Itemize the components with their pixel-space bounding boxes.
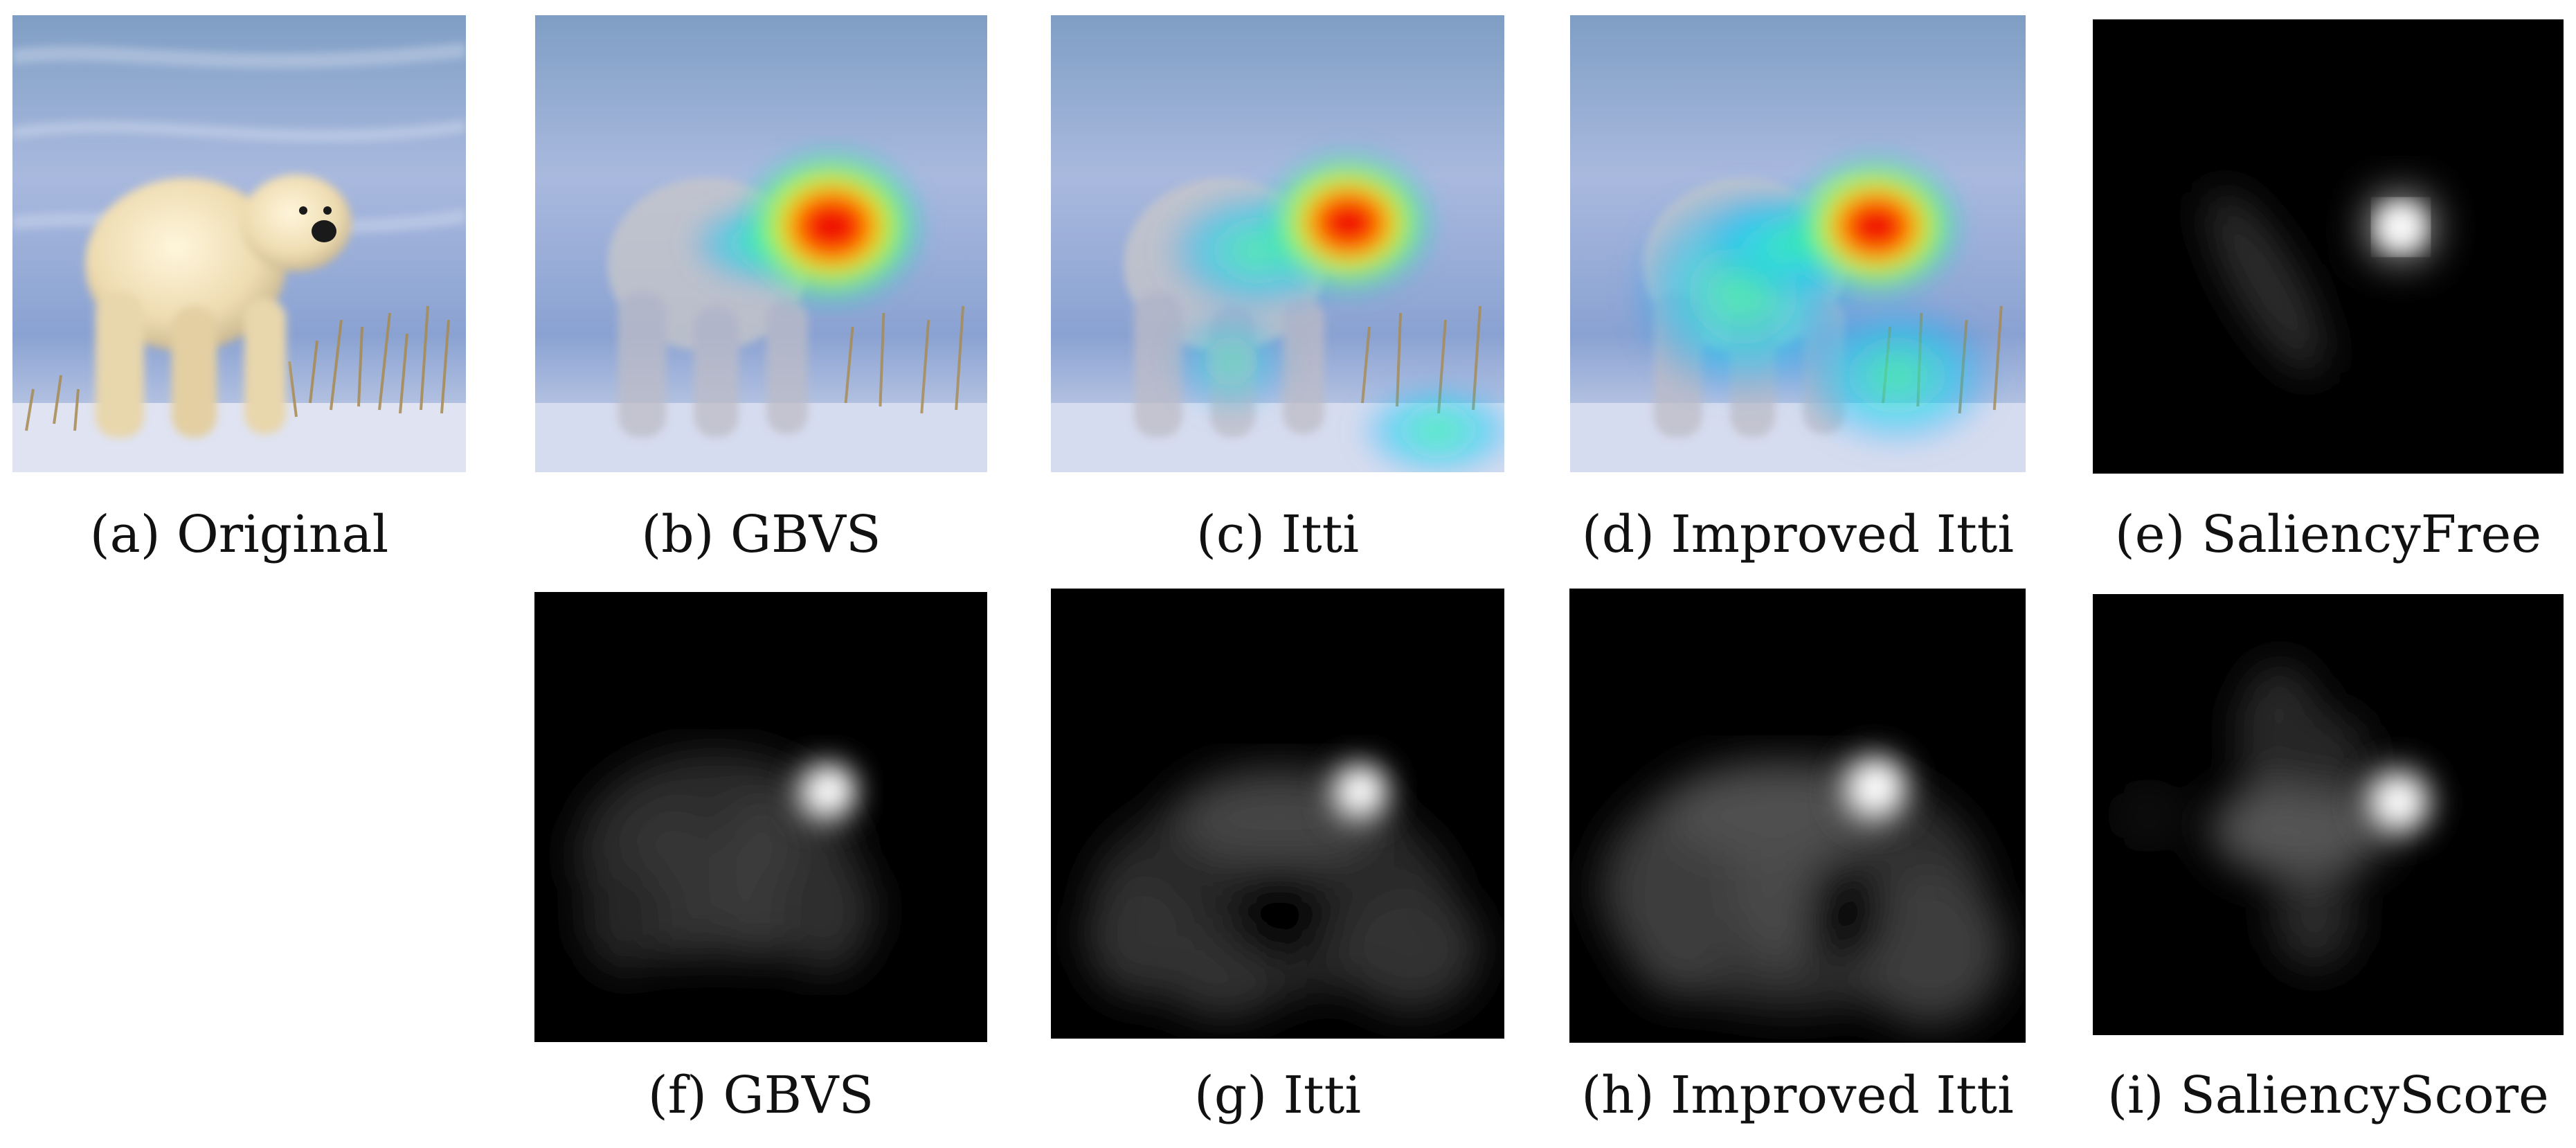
caption-h: (h) Improved Itti (1581, 1066, 2014, 1125)
caption-i: (i) SaliencyScore (2107, 1066, 2549, 1125)
caption-a: (a) Original (89, 505, 389, 564)
caption-g: (g) Itti (1194, 1066, 1361, 1125)
itti-saliency-map (1051, 589, 1504, 1039)
improved-itti-saliency-map (1569, 589, 2026, 1043)
saliencyscore-map (2093, 594, 2564, 1035)
caption-b: (b) GBVS (641, 505, 881, 564)
caption-e: (e) SaliencyFree (2114, 505, 2542, 564)
itti-overlay-image (1051, 15, 1504, 472)
original-image (12, 15, 466, 472)
caption-c: (c) Itti (1196, 505, 1360, 564)
saliencyfree-map (2093, 19, 2564, 474)
improved-itti-overlay-image (1570, 15, 2026, 472)
gbvs-overlay-image (535, 15, 987, 472)
caption-f: (f) GBVS (647, 1066, 874, 1125)
caption-d: (d) Improved Itti (1581, 505, 2015, 564)
gbvs-saliency-map (534, 592, 987, 1042)
